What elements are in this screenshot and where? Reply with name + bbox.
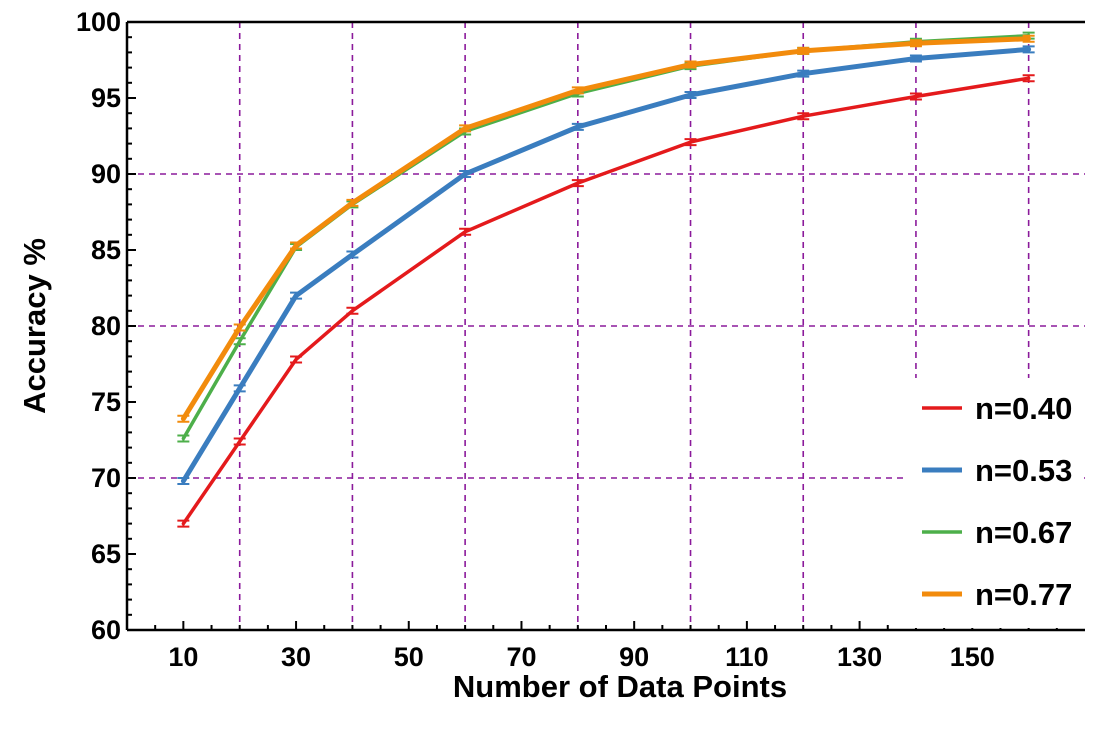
x-tick-label-150: 150 [950,642,995,672]
legend-label-3: n=0.77 [975,577,1072,612]
error-bar-3-0 [177,414,190,423]
error-bar-0-5 [571,179,584,188]
y-tick-label-60: 60 [91,615,121,645]
legend-background [905,378,1080,628]
error-bar-1-7 [797,69,810,78]
error-bar-1-6 [684,90,697,99]
error-bar-0-7 [797,112,810,121]
x-tick-label-70: 70 [506,642,536,672]
y-tick-label-85: 85 [91,235,121,265]
series-lines [177,31,1035,528]
error-bar-0-1 [233,437,246,446]
error-bar-3-1 [233,323,246,332]
error-bar-3-5 [571,86,584,95]
x-tick-label-30: 30 [281,642,311,672]
x-tick-label-50: 50 [394,642,424,672]
error-bar-3-8 [909,39,922,48]
series-line-3 [180,36,1032,422]
error-bar-3-6 [684,60,697,69]
error-bar-1-1 [233,384,246,393]
error-bar-3-2 [290,241,303,250]
error-bar-3-4 [459,124,472,133]
series-line-0 [181,76,1031,526]
y-axis-title: Accuracy % [17,238,52,414]
error-bar-1-8 [909,54,922,63]
y-tick-label-90: 90 [91,159,121,189]
error-bar-1-0 [177,477,190,486]
series-line-1 [180,46,1032,484]
legend-label-1: n=0.53 [975,453,1072,488]
error-bar-0-4 [459,227,472,236]
y-tick-label-95: 95 [91,83,121,113]
y-tick-label-70: 70 [91,463,121,493]
error-bar-2-1 [233,337,246,346]
y-tick-label-80: 80 [91,311,121,341]
error-bar-3-9 [1022,34,1035,43]
error-bar-1-4 [459,170,472,178]
y-tick-label-65: 65 [91,539,121,569]
legend-label-0: n=0.40 [975,391,1072,426]
error-bar-1-2 [290,291,303,300]
error-bar-1-9 [1022,45,1035,54]
error-bar-0-8 [909,92,922,101]
x-axis-title: Number of Data Points [453,669,787,704]
y-tick-label-75: 75 [91,387,121,417]
x-tick-label-110: 110 [725,642,769,672]
error-bar-0-3 [346,306,359,315]
x-tick-label-10: 10 [168,642,198,672]
error-bar-1-5 [571,122,584,131]
x-tick-label-90: 90 [619,642,649,672]
error-bar-0-2 [290,355,303,364]
legend: n=0.40 n=0.53 n=0.67 n=0.77 [905,378,1080,628]
error-bar-3-3 [346,198,359,207]
error-bar-1-3 [346,250,359,259]
error-bar-0-6 [684,138,697,147]
error-bar-3-7 [797,46,810,55]
error-bar-0-0 [177,519,190,528]
legend-label-2: n=0.67 [975,515,1072,550]
axes: 60 65 70 75 80 85 90 95 100 10 30 50 70 90 110 130 150 [76,7,1085,672]
x-tick-label-130: 130 [837,642,882,672]
error-bar-2-0 [177,434,190,443]
error-bar-0-9 [1022,74,1035,83]
y-tick-label-100: 100 [76,7,121,37]
